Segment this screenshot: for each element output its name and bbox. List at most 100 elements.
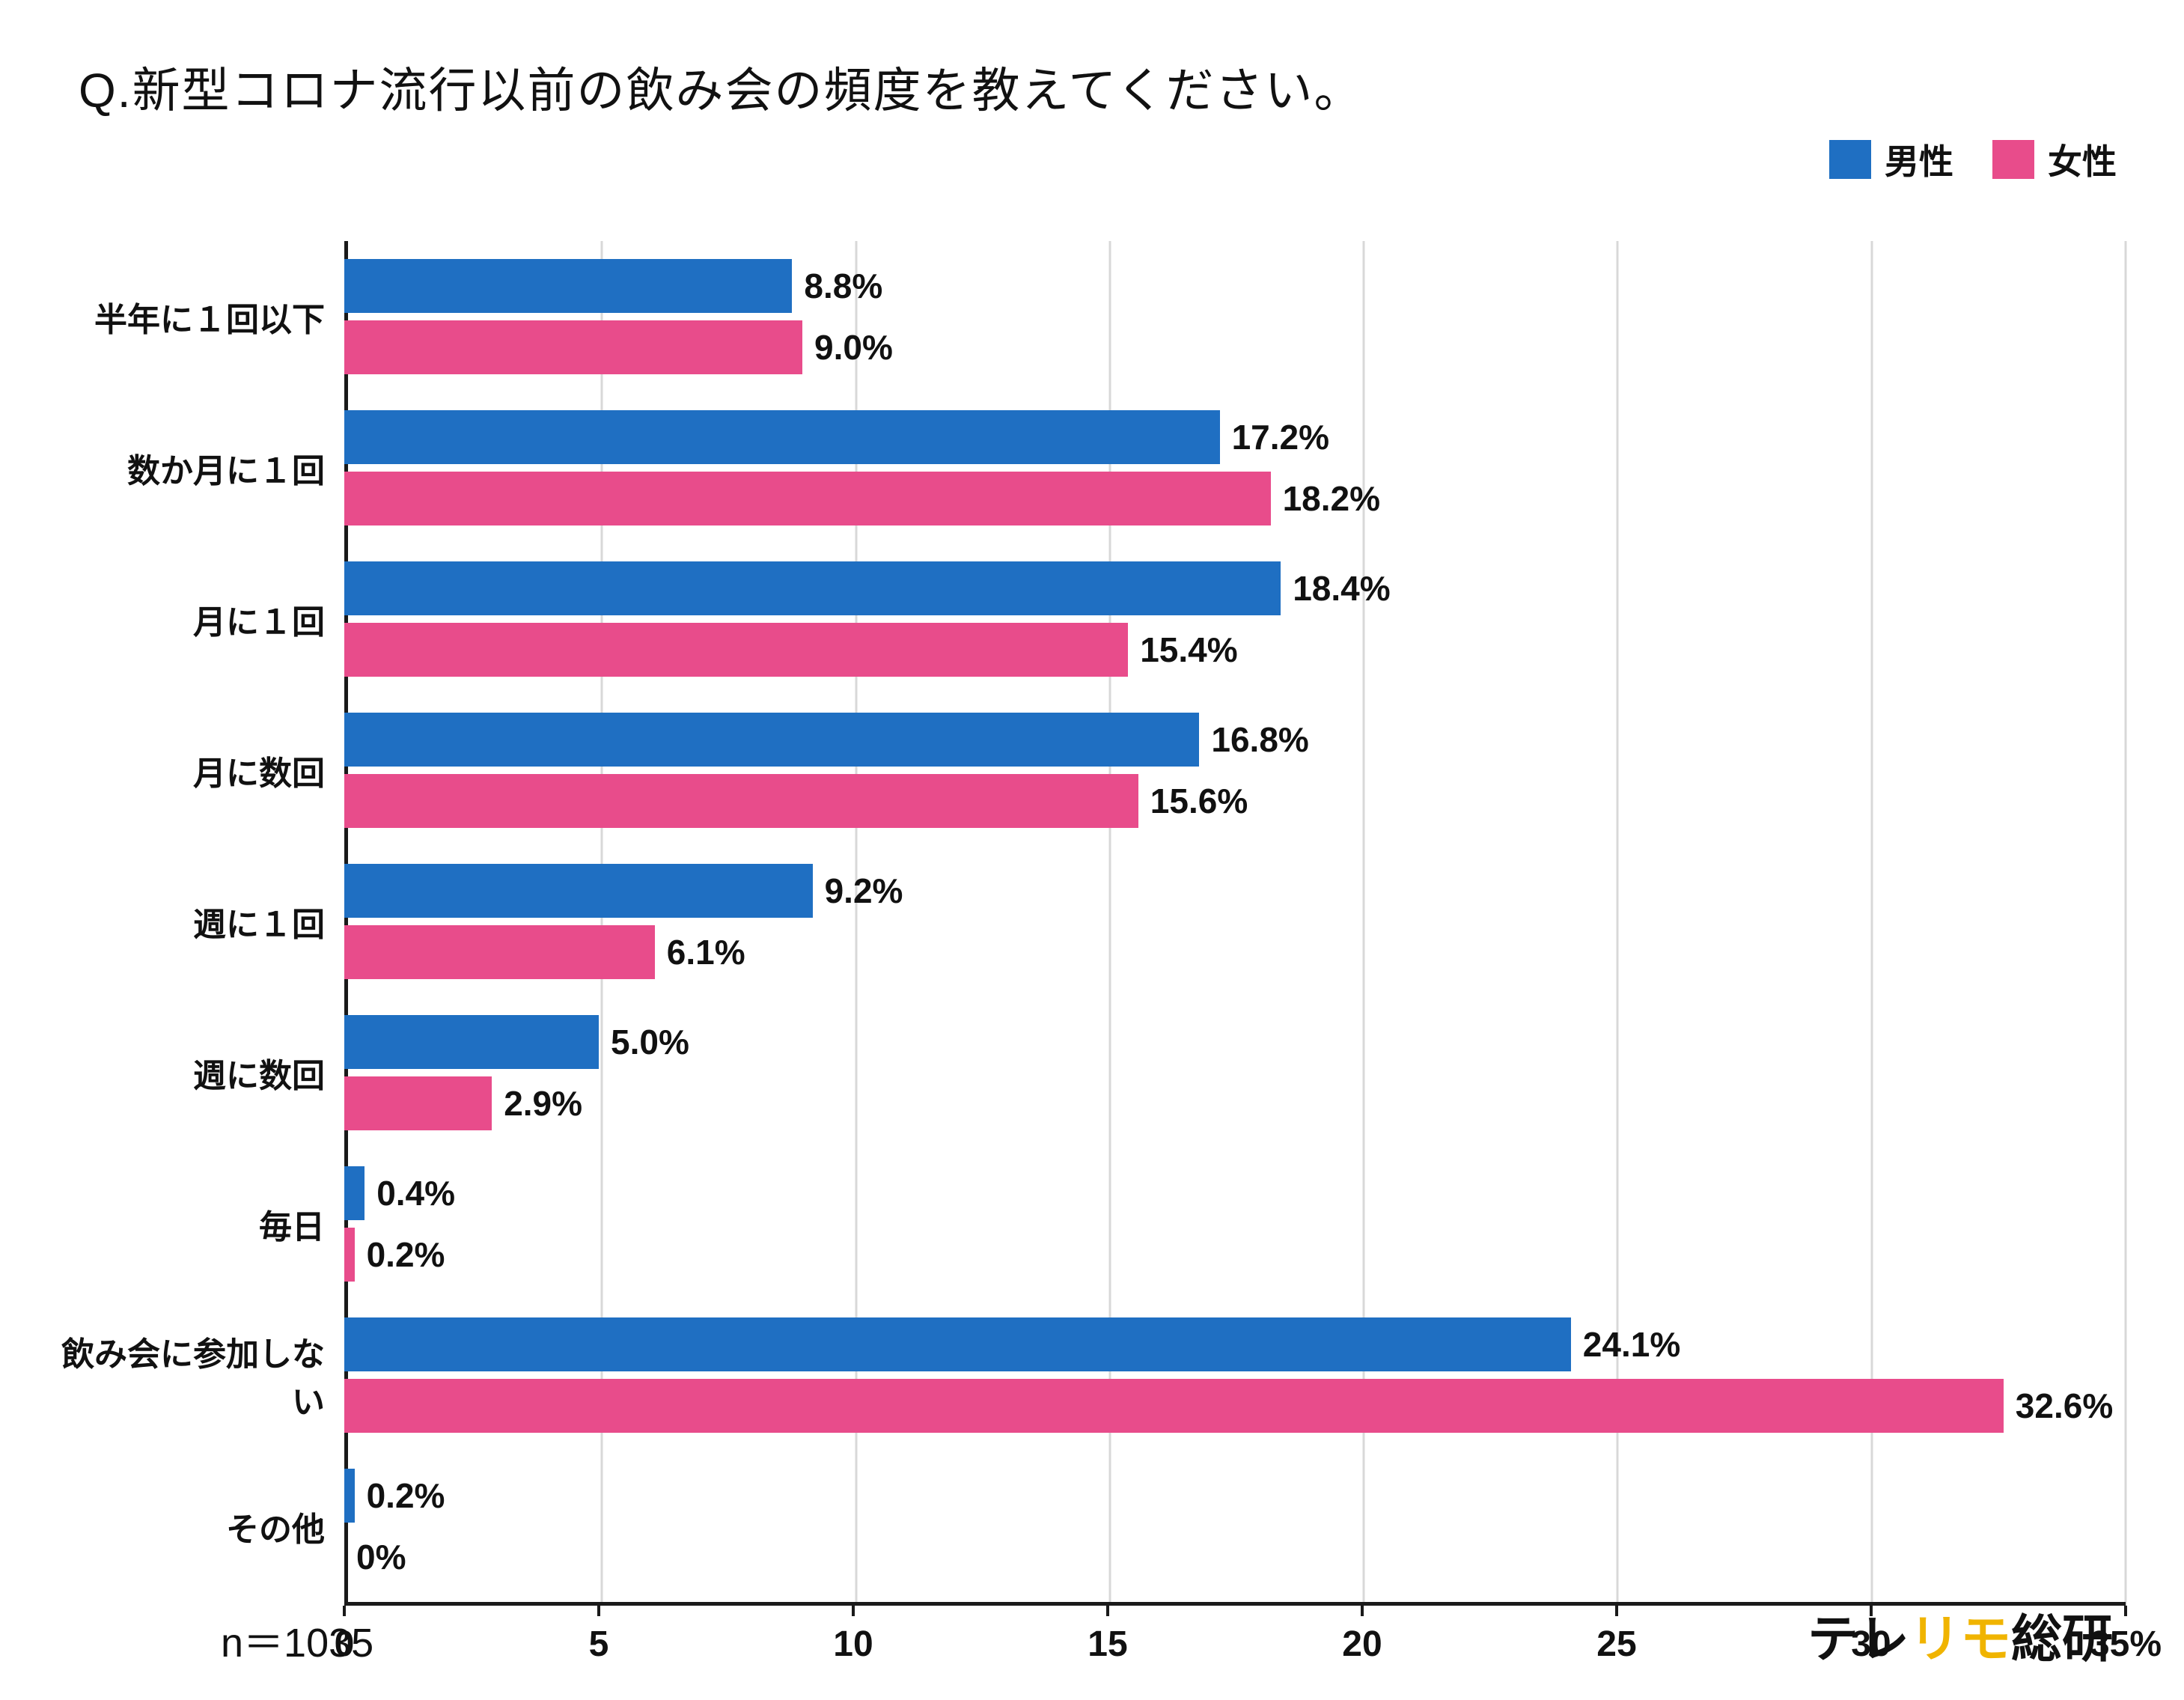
bar-value-female: 15.4%	[1140, 630, 1238, 669]
legend-label-female: 女性	[2048, 142, 2117, 181]
bar-male	[344, 864, 813, 918]
female-bar-line: 32.6%	[344, 1379, 2126, 1433]
bar-group: 9.2% 6.1%	[344, 864, 2126, 979]
bar-male	[344, 259, 793, 313]
category-label: 半年に１回以下	[94, 302, 325, 338]
brand-logo-part2: リモ	[1909, 1611, 2011, 1668]
x-tick-label: 30	[1851, 1624, 1891, 1664]
female-bar-line: 0.2%	[344, 1228, 2126, 1282]
chart-title: Q.新型コロナ流行以前の飲み会の頻度を教えてください。	[79, 64, 1364, 118]
bar-value-male: 17.2%	[1231, 418, 1330, 457]
bar-value-male: 16.8%	[1211, 720, 1309, 759]
bar-group: 18.4% 15.4%	[344, 561, 2126, 677]
male-bar-line: 0.4%	[344, 1166, 2126, 1220]
gridline	[1362, 241, 1365, 1606]
female-bar-line: 18.2%	[344, 472, 2126, 525]
x-axis: 0 5 10 15 20 25 30 35%	[335, 1602, 2162, 1672]
female-bar-line: 0%	[344, 1530, 2126, 1584]
male-bar-line: 17.2%	[344, 410, 2126, 464]
bar-chart: 半年に１回以下 8.8% 9.0% 数か月に１回 17.2% 18.2%	[45, 241, 2162, 1672]
legend-item-female: 女性	[1992, 135, 2117, 184]
bar-value-male: 8.8%	[804, 266, 883, 305]
chart-row: 毎日 0.4% 0.2%	[45, 1148, 2126, 1300]
bar-male	[344, 1317, 1571, 1371]
bar-male	[344, 1469, 355, 1523]
bar-value-male: 9.2%	[824, 871, 903, 910]
bar-group: 24.1% 32.6%	[344, 1317, 2126, 1433]
x-tick-mark	[343, 1606, 346, 1616]
sample-size: n＝1035	[221, 1621, 374, 1666]
female-bar-line: 15.4%	[344, 623, 2126, 677]
x-tick-mark	[1106, 1606, 1109, 1616]
brand-logo: テレリモ総研	[1808, 1597, 2113, 1672]
category-label: 週に数回	[193, 1058, 325, 1094]
bar-value-male: 18.4%	[1293, 569, 1391, 608]
female-bar-line: 15.6%	[344, 774, 2126, 828]
x-tick-label: 10	[833, 1624, 873, 1664]
bar-value-female: 18.2%	[1282, 479, 1381, 518]
female-bar-line: 2.9%	[344, 1076, 2126, 1130]
gridline	[2124, 241, 2127, 1606]
bar-value-male: 24.1%	[1582, 1325, 1681, 1364]
legend-swatch-male-icon	[1829, 140, 1871, 179]
bar-group: 5.0% 2.9%	[344, 1015, 2126, 1130]
bar-value-female: 32.6%	[2015, 1386, 2114, 1425]
legend: 男性 女性	[1829, 135, 2117, 184]
bar-male	[344, 713, 1200, 767]
bar-female	[344, 472, 1271, 525]
bar-female	[344, 925, 655, 979]
chart-row: 数か月に１回 17.2% 18.2%	[45, 392, 2126, 543]
x-tick-mark	[852, 1606, 855, 1616]
plot-grid	[344, 241, 2127, 1606]
bar-female	[344, 623, 1129, 677]
bar-female	[344, 1228, 355, 1282]
bar-group: 16.8% 15.6%	[344, 713, 2126, 828]
bar-value-female: 2.9%	[504, 1084, 583, 1123]
male-bar-line: 18.4%	[344, 561, 2126, 615]
x-tick-mark	[1361, 1606, 1364, 1616]
brand-logo-part1: テレ	[1807, 1611, 1909, 1668]
male-bar-line: 24.1%	[344, 1317, 2126, 1371]
bar-male	[344, 561, 1281, 615]
chart-row: 月に数回 16.8% 15.6%	[45, 695, 2126, 846]
brand-logo-part3: 総研	[2010, 1611, 2113, 1668]
x-tick-mark	[1615, 1606, 1618, 1616]
bar-value-female: 0%	[356, 1538, 406, 1576]
chart-row: 週に１回 9.2% 6.1%	[45, 846, 2126, 997]
gridline	[1616, 241, 1619, 1606]
chart-rows: 半年に１回以下 8.8% 9.0% 数か月に１回 17.2% 18.2%	[45, 241, 2126, 1602]
bar-female	[344, 1379, 2004, 1433]
category-label: その他	[226, 1511, 325, 1548]
chart-row: 半年に１回以下 8.8% 9.0%	[45, 241, 2126, 392]
x-tick-label: 25	[1596, 1624, 1637, 1664]
gridline	[1108, 241, 1111, 1606]
category-label: 数か月に１回	[127, 453, 325, 490]
bar-male	[344, 410, 1220, 464]
bar-value-male: 0.4%	[376, 1174, 456, 1213]
gridline	[855, 241, 858, 1606]
male-bar-line: 5.0%	[344, 1015, 2126, 1069]
x-tick-label: 15	[1088, 1624, 1128, 1664]
chart-row: その他 0.2% 0%	[45, 1451, 2126, 1602]
bar-male	[344, 1166, 365, 1220]
x-tick-label: 5	[588, 1624, 609, 1664]
bar-value-female: 15.6%	[1150, 782, 1248, 820]
bar-group: 8.8% 9.0%	[344, 259, 2126, 374]
bar-female	[344, 320, 802, 374]
female-bar-line: 6.1%	[344, 925, 2126, 979]
legend-swatch-female-icon	[1992, 140, 2034, 179]
x-tick-label: 20	[1342, 1624, 1382, 1664]
x-tick-mark	[2124, 1606, 2127, 1616]
category-label: 毎日	[259, 1209, 325, 1246]
gridline	[600, 241, 603, 1606]
bar-male	[344, 1015, 599, 1069]
x-tick-mark	[1870, 1606, 1873, 1616]
bar-group: 17.2% 18.2%	[344, 410, 2126, 525]
bar-value-male: 5.0%	[611, 1023, 689, 1061]
x-tick-label: 0	[334, 1624, 355, 1664]
chart-row: 週に数回 5.0% 2.9%	[45, 997, 2126, 1148]
bar-female	[344, 774, 1138, 828]
chart-row: 月に１回 18.4% 15.4%	[45, 543, 2126, 695]
bar-female	[344, 1076, 492, 1130]
